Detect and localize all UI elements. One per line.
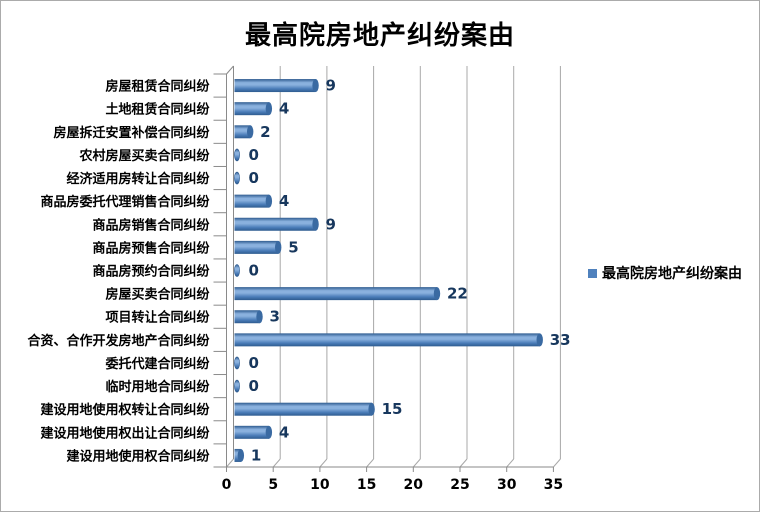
gridline-foot	[553, 458, 561, 468]
category-label: 建设用地使用权出让合同纠纷	[40, 425, 210, 441]
bar	[234, 240, 279, 254]
bar-zero	[234, 356, 240, 370]
x-tick-label: 15	[357, 477, 376, 493]
bar	[234, 402, 372, 416]
bar	[234, 102, 269, 116]
category-label: 农村房屋买卖合同纠纷	[78, 148, 210, 164]
bar-end-cap	[312, 217, 319, 231]
x-tick-label: 0	[222, 477, 232, 493]
bar-value-label: 9	[326, 77, 336, 95]
bar-value-label: 0	[249, 354, 259, 372]
category-label: 商品房委托代理销售合同纠纷	[40, 194, 210, 210]
gridline-foot	[272, 458, 281, 468]
bar-end-cap	[265, 102, 273, 116]
x-tick-label: 20	[404, 477, 424, 493]
bar-end-cap	[265, 194, 273, 208]
bar-value-label: 4	[279, 423, 289, 441]
bar	[234, 287, 437, 301]
bar-end-cap	[536, 333, 543, 347]
bar-value-label: 33	[550, 331, 571, 349]
bar-value-label: 0	[249, 146, 259, 164]
category-label: 商品房预售合同纠纷	[92, 240, 210, 256]
category-label: 建设用地使用权合同纠纷	[66, 448, 210, 464]
x-tick-label: 35	[544, 477, 563, 493]
bar-value-label: 0	[249, 377, 259, 395]
x-tick-label: 10	[310, 477, 330, 493]
category-label: 商品房销售合同纠纷	[92, 217, 210, 233]
bar-end-cap	[275, 240, 282, 254]
legend-label: 最高院房地产纠纷案由	[602, 266, 742, 282]
category-label: 商品房预约合同纠纷	[92, 264, 210, 280]
x-tick-label: 25	[450, 477, 469, 493]
bar	[234, 217, 316, 231]
category-label: 临时用地合同纠纷	[105, 379, 210, 395]
gridline-foot	[506, 458, 515, 468]
bar-value-label: 22	[447, 285, 468, 303]
bar-end-cap	[368, 402, 375, 416]
bar	[234, 125, 251, 139]
bar-end-cap	[256, 310, 263, 324]
bar-zero	[234, 379, 240, 393]
bar	[234, 310, 260, 324]
legend: 最高院房地产纠纷案由	[588, 263, 742, 283]
bar-value-label: 0	[249, 169, 259, 187]
bar	[234, 194, 269, 208]
gridline-foot	[459, 458, 468, 468]
bar-value-label: 0	[249, 262, 259, 280]
category-label: 房屋拆迁安置补偿合同纠纷	[53, 125, 210, 141]
bar-end-cap	[246, 125, 254, 139]
gridline-foot	[366, 458, 374, 468]
x-tick-label: 30	[497, 477, 517, 493]
category-label: 项目转让合同纠纷	[105, 310, 210, 326]
bar	[234, 425, 269, 439]
category-label: 经济适用房转让合同纠纷	[66, 171, 210, 187]
bar-zero	[234, 148, 240, 162]
bar-end-cap	[237, 448, 245, 462]
category-label: 合资、合作开发房地产合同纠纷	[27, 333, 210, 349]
bar	[234, 333, 540, 347]
category-label: 委托代建合同纠纷	[104, 356, 210, 372]
bar-zero	[234, 171, 240, 185]
bar-end-cap	[265, 425, 273, 439]
bar	[234, 79, 316, 93]
category-label: 建设用地使用权转让合同纠纷	[40, 402, 210, 418]
y-axis-top-edge	[226, 65, 234, 75]
bar-value-label: 5	[288, 238, 298, 256]
category-label: 房屋买卖合同纠纷	[105, 287, 210, 303]
gridline-foot	[412, 458, 421, 468]
bar-value-label: 4	[279, 100, 289, 118]
bar-value-label: 15	[382, 400, 403, 418]
bar-end-cap	[433, 287, 441, 301]
gridline-foot	[319, 458, 328, 468]
bar-value-label: 1	[251, 446, 261, 464]
bar-end-cap	[312, 79, 319, 93]
bar-value-label: 3	[270, 308, 280, 326]
chart-title: 最高院房地产纠纷案由	[244, 21, 515, 51]
legend-swatch-icon	[588, 268, 597, 278]
category-label: 房屋租赁合同纠纷	[105, 79, 210, 95]
bar-value-label: 9	[326, 215, 336, 233]
bar-value-label: 2	[260, 123, 270, 141]
bar-value-label: 4	[279, 192, 289, 210]
category-label: 土地租赁合同纠纷	[105, 102, 210, 118]
bar-zero	[234, 264, 240, 277]
gridline-foot	[226, 458, 234, 468]
x-tick-label: 5	[268, 477, 278, 493]
